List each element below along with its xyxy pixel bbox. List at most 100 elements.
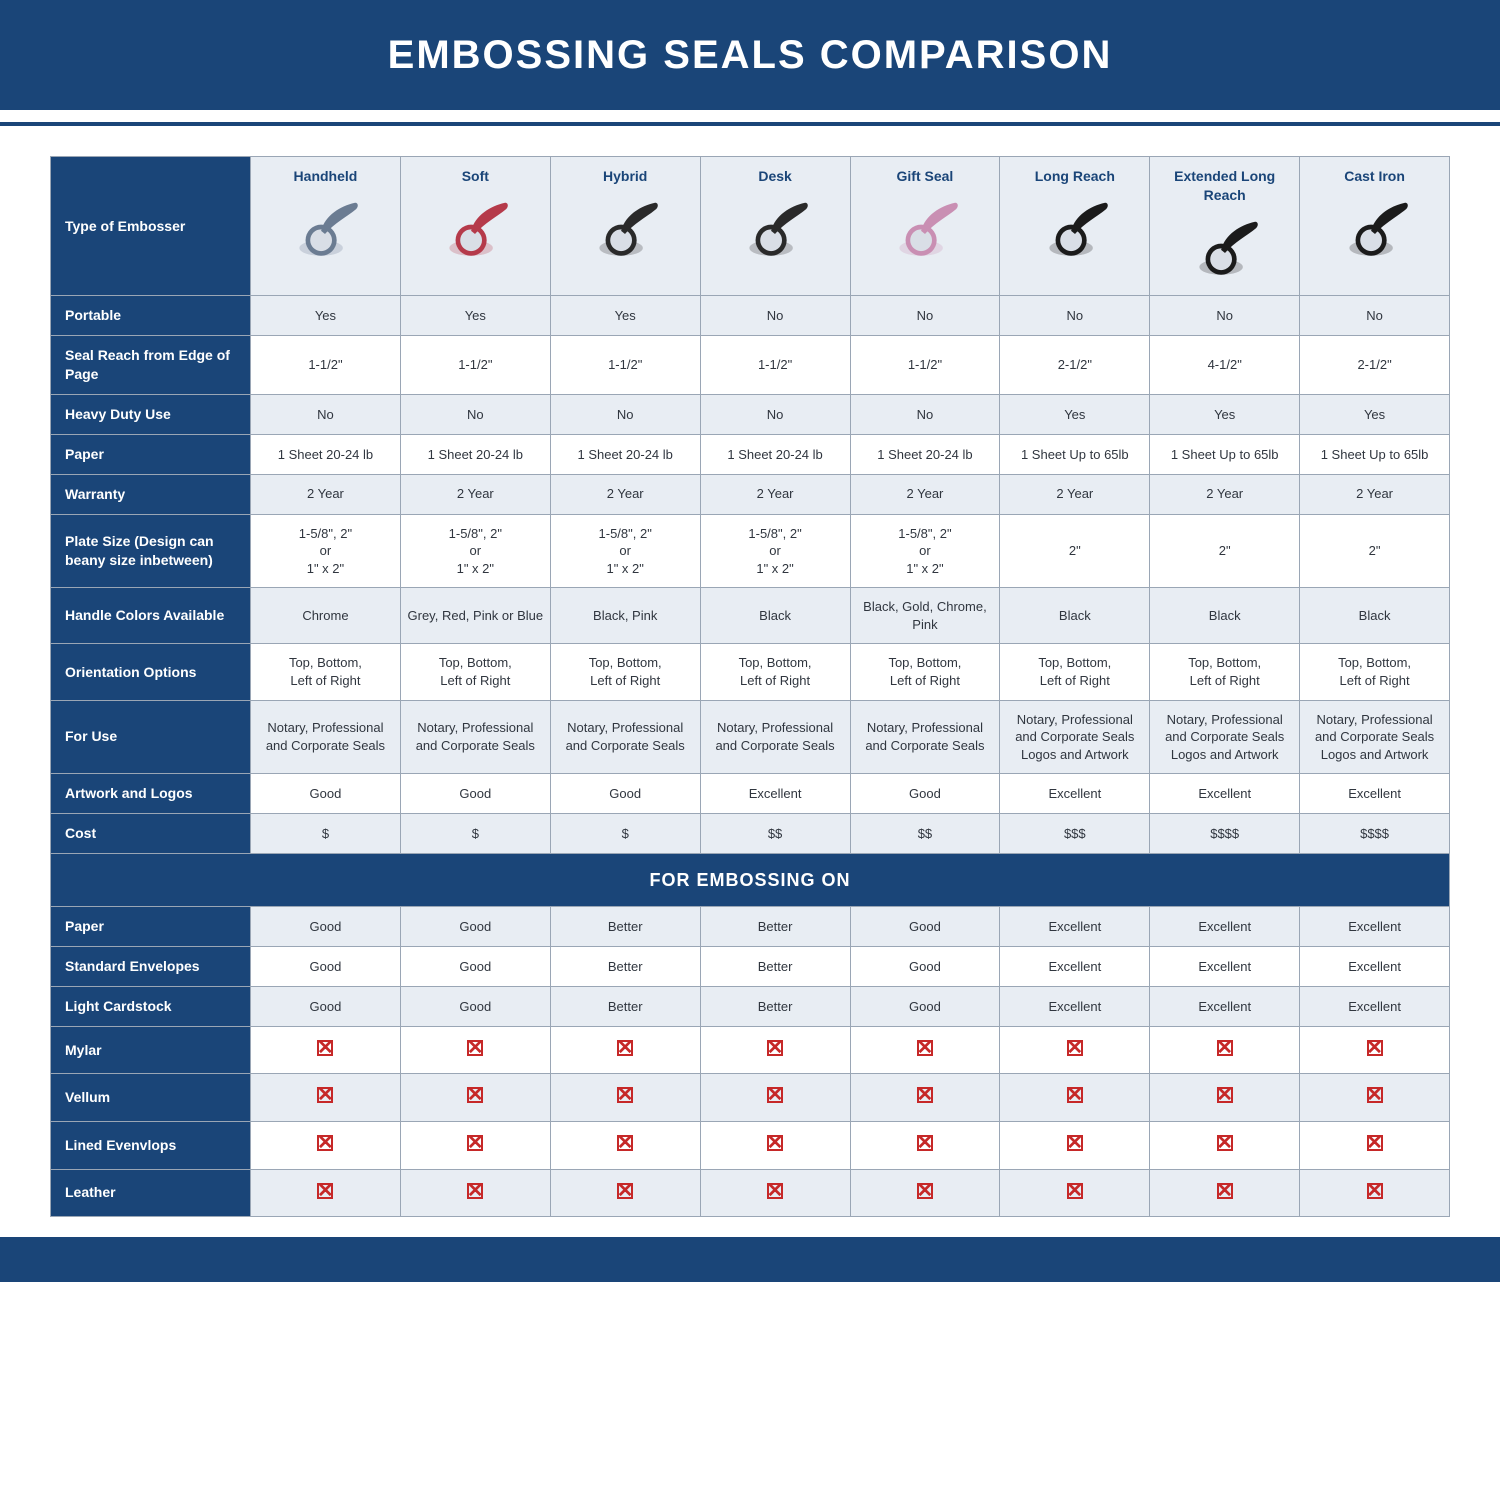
table-row: PaperGoodGoodBetterBetterGoodExcellentEx…: [51, 907, 1450, 947]
table-cell: [1000, 1121, 1150, 1169]
table-cell: No: [850, 296, 1000, 336]
header-band: EMBOSSING SEALS COMPARISON: [0, 0, 1500, 110]
table-cell: Good: [850, 774, 1000, 814]
table-cell: $$: [850, 814, 1000, 854]
table-cell: [400, 1026, 550, 1074]
table-cell: Good: [251, 987, 401, 1027]
table-cell: Excellent: [1000, 774, 1150, 814]
not-supported-icon: [614, 1132, 636, 1154]
table-cell: Good: [251, 774, 401, 814]
table-cell: 1 Sheet 20-24 lb: [850, 434, 1000, 474]
section-label: FOR EMBOSSING ON: [51, 853, 1450, 906]
table-cell: [1150, 1169, 1300, 1217]
row-label: Heavy Duty Use: [51, 395, 251, 435]
table-cell: Better: [550, 907, 700, 947]
table-cell: Notary, Professional and Corporate Seals: [850, 700, 1000, 774]
not-supported-icon: [1214, 1180, 1236, 1202]
table-cell: [1000, 1074, 1150, 1122]
table-cell: $$$: [1000, 814, 1150, 854]
not-supported-icon: [464, 1180, 486, 1202]
table-cell: Notary, Professional and Corporate Seals: [700, 700, 850, 774]
table-cell: Better: [700, 947, 850, 987]
table-cell: Black: [1150, 588, 1300, 644]
table-cell: Yes: [251, 296, 401, 336]
table-cell: [550, 1074, 700, 1122]
table-row: Light CardstockGoodGoodBetterBetterGoodE…: [51, 987, 1450, 1027]
row-label: Artwork and Logos: [51, 774, 251, 814]
table-cell: Top, Bottom,Left of Right: [1150, 644, 1300, 700]
table-cell: 1 Sheet Up to 65lb: [1000, 434, 1150, 474]
table-row: Mylar: [51, 1026, 1450, 1074]
table-cell: Notary, Professional and Corporate Seals…: [1000, 700, 1150, 774]
table-row: Orientation Options Top, Bottom,Left of R…: [51, 644, 1450, 700]
table-cell: Better: [550, 947, 700, 987]
table-cell: Black: [700, 588, 850, 644]
table-row: PortableYesYesYesNoNoNoNoNo: [51, 296, 1450, 336]
not-supported-icon: [1064, 1180, 1086, 1202]
column-title: Cast Iron: [1306, 167, 1443, 186]
table-row: Vellum: [51, 1074, 1450, 1122]
table-cell: Excellent: [1300, 987, 1450, 1027]
table-cell: Top, Bottom,Left of Right: [1300, 644, 1450, 700]
table-cell: [700, 1169, 850, 1217]
not-supported-icon: [764, 1084, 786, 1106]
row-label: Warranty: [51, 474, 251, 514]
table-cell: 1-5/8", 2"or1" x 2": [251, 514, 401, 588]
table-cell: 1-5/8", 2"or1" x 2": [550, 514, 700, 588]
not-supported-icon: [1364, 1084, 1386, 1106]
table-cell: Excellent: [1000, 947, 1150, 987]
table-row: Plate Size (Design can beany size inbetw…: [51, 514, 1450, 588]
table-cell: 1-1/2": [400, 336, 550, 395]
table-cell: Notary, Professional and Corporate Seals…: [1300, 700, 1450, 774]
table-cell: Excellent: [1300, 947, 1450, 987]
table-cell: [1150, 1026, 1300, 1074]
table-row: Cost$$$$$$$$$$$$$$$$$$: [51, 814, 1450, 854]
table-cell: Notary, Professional and Corporate Seals: [251, 700, 401, 774]
column-header: Soft: [400, 157, 550, 296]
table-row: Heavy Duty UseNoNoNoNoNoYesYesYes: [51, 395, 1450, 435]
comparison-table: Type of Embosser Handheld Soft Hybrid De…: [50, 156, 1450, 1217]
table-cell: Chrome: [251, 588, 401, 644]
not-supported-icon: [764, 1132, 786, 1154]
row-label: Portable: [51, 296, 251, 336]
column-header: Long Reach: [1000, 157, 1150, 296]
not-supported-icon: [464, 1037, 486, 1059]
table-cell: [850, 1026, 1000, 1074]
table-cell: 1-1/2": [700, 336, 850, 395]
column-header: Gift Seal: [850, 157, 1000, 296]
table-cell: Notary, Professional and Corporate Seals…: [1150, 700, 1300, 774]
table-cell: 1-5/8", 2"or1" x 2": [400, 514, 550, 588]
table-cell: Excellent: [1150, 907, 1300, 947]
table-cell: [1300, 1074, 1450, 1122]
table-cell: Good: [400, 947, 550, 987]
table-cell: Excellent: [1000, 987, 1150, 1027]
table-cell: Yes: [550, 296, 700, 336]
table-cell: Good: [400, 987, 550, 1027]
table-cell: [550, 1026, 700, 1074]
table-cell: Black, Gold, Chrome, Pink: [850, 588, 1000, 644]
not-supported-icon: [1214, 1084, 1236, 1106]
column-title: Long Reach: [1006, 167, 1143, 186]
column-title: Soft: [407, 167, 544, 186]
embosser-icon: [1306, 192, 1443, 267]
table-cell: No: [850, 395, 1000, 435]
table-cell: No: [550, 395, 700, 435]
column-title: Extended Long Reach: [1156, 167, 1293, 205]
table-cell: [1150, 1074, 1300, 1122]
column-header: Extended Long Reach: [1150, 157, 1300, 296]
not-supported-icon: [764, 1037, 786, 1059]
table-cell: [400, 1121, 550, 1169]
table-cell: 1 Sheet 20-24 lb: [251, 434, 401, 474]
table-row: Lined Evenvlops: [51, 1121, 1450, 1169]
table-cell: [1000, 1169, 1150, 1217]
table-cell: Yes: [400, 296, 550, 336]
table-cell: [400, 1169, 550, 1217]
type-of-embosser-label: Type of Embosser: [51, 157, 251, 296]
not-supported-icon: [764, 1180, 786, 1202]
row-label: Lined Evenvlops: [51, 1121, 251, 1169]
table-row: Standard EnvelopesGoodGoodBetterBetterGo…: [51, 947, 1450, 987]
table-cell: 2 Year: [1300, 474, 1450, 514]
table-cell: Yes: [1300, 395, 1450, 435]
column-header: Handheld: [251, 157, 401, 296]
row-label: Orientation Options: [51, 644, 251, 700]
